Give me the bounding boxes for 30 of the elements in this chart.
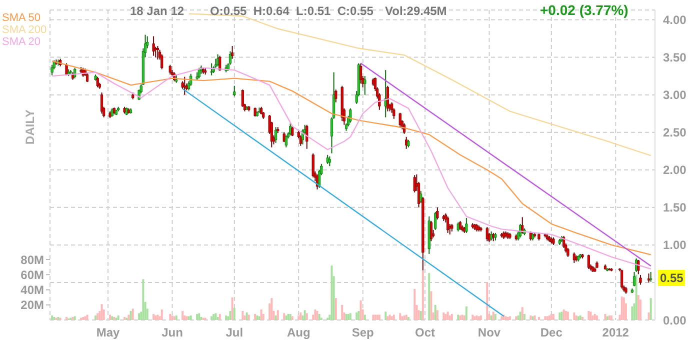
- y2-tick-label: 80M: [20, 252, 44, 267]
- x-tick-label: 2012: [602, 326, 630, 340]
- x-tick-label: Nov: [478, 326, 501, 340]
- y2-tick-label: 20M: [20, 298, 44, 312]
- x-tick-label: Sep: [352, 326, 374, 340]
- annotation: +0.02 (3.77%): [540, 2, 628, 18]
- y-tick-label: 2.00: [663, 163, 687, 178]
- text: SMA 200: [2, 24, 47, 36]
- y2-tick-label: 40M: [20, 283, 44, 298]
- x-tick-label: Jun: [162, 326, 183, 340]
- annotation: O:0.55 H:0.64 L:0.51 C:0.55: [210, 4, 374, 18]
- x-tick-label: Jul: [226, 326, 244, 340]
- text: SMA 50: [2, 12, 42, 24]
- y-tick-label: 3.00: [663, 88, 687, 102]
- y-tick-label: 1.50: [663, 200, 687, 215]
- y-tick-label: 0.00: [663, 313, 687, 328]
- y2-tick-label: 60M: [20, 268, 44, 282]
- text: DAILY: [23, 108, 37, 146]
- x-tick-label: May: [96, 326, 120, 340]
- y-tick-label: 2.50: [663, 126, 687, 140]
- y-tick-label: 3.50: [663, 50, 687, 65]
- x-tick-label: Dec: [540, 326, 563, 340]
- text: SMA 20: [2, 36, 42, 48]
- x-tick-label: Aug: [286, 326, 310, 340]
- annotation: Vol:29.45M: [385, 4, 447, 18]
- y-tick-label: 4.00: [663, 13, 687, 28]
- annotation: 18 Jan 12: [130, 4, 184, 18]
- text: 0.55: [658, 270, 686, 286]
- x-tick-label: Oct: [415, 326, 436, 340]
- y-tick-label: 1.00: [663, 238, 687, 252]
